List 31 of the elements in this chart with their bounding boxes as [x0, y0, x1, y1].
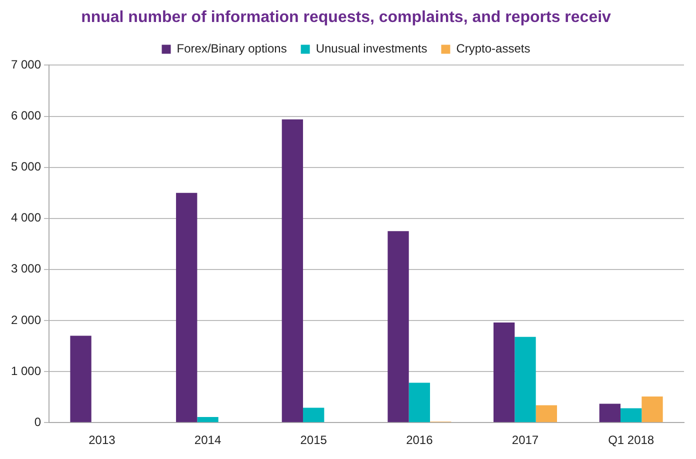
- y-tick-label: 3 000: [11, 262, 42, 276]
- bar: [197, 416, 218, 422]
- y-tick-label: 6 000: [11, 108, 42, 123]
- y-tick-label: 7 000: [11, 58, 42, 72]
- bar: [536, 405, 558, 422]
- bar: [599, 404, 621, 422]
- bar: [642, 396, 663, 422]
- y-tick-label: 2 000: [11, 312, 42, 327]
- x-tick-label: 2016: [406, 433, 434, 448]
- x-tick-label: 2017: [512, 433, 539, 448]
- legend-label: Unusual investments: [316, 42, 428, 56]
- bar: [408, 382, 430, 422]
- y-tick-label: 0: [34, 414, 42, 429]
- chart-title: nnual number of information requests, complaints, and reports receiv: [81, 9, 612, 26]
- legend-label: Forex/Binary options: [176, 42, 287, 56]
- bar: [494, 322, 515, 422]
- bar: [176, 192, 198, 422]
- bar: [303, 408, 324, 422]
- legend-label: Crypto-assets: [456, 42, 530, 56]
- bar: [282, 119, 304, 422]
- y-tick-label: 5 000: [11, 160, 42, 174]
- y-tick-label: 4 000: [11, 210, 42, 225]
- x-tick-label: 2013: [88, 433, 116, 448]
- bar: [620, 408, 642, 422]
- bar: [70, 336, 92, 422]
- bar: [514, 336, 536, 422]
- y-tick-label: 1 000: [11, 364, 42, 378]
- x-tick-label: 2014: [194, 433, 222, 448]
- x-tick-label: Q1 2018: [608, 433, 654, 448]
- bar: [388, 231, 409, 422]
- x-tick-label: 2015: [300, 433, 328, 448]
